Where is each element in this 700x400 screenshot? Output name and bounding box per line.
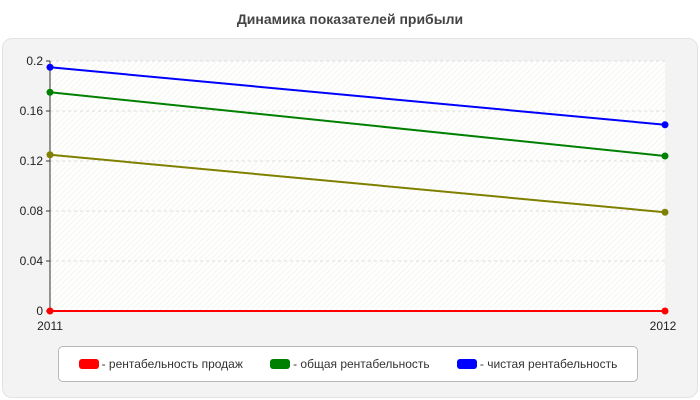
- data-point: [46, 151, 54, 159]
- y-tick-label: 0.08: [20, 204, 44, 218]
- data-point: [46, 88, 54, 96]
- y-tick-label: 0.16: [20, 104, 44, 118]
- legend-item-sales-profitability[interactable]: - рентабельность продаж: [78, 357, 243, 371]
- series-line: [49, 153, 666, 214]
- plot-area: [50, 61, 665, 311]
- grid-lines: [50, 60, 665, 262]
- x-tick-label: 2012: [650, 319, 677, 333]
- data-point: [661, 307, 669, 315]
- y-tick-label: 0: [36, 304, 43, 318]
- series-line: [49, 91, 666, 157]
- data-point: [46, 63, 54, 71]
- data-point: [661, 208, 669, 216]
- y-tick-label: 0.04: [20, 254, 44, 268]
- legend-swatch: [456, 359, 477, 369]
- legend-item-overall-profitability[interactable]: - общая рентабельность: [270, 357, 430, 371]
- legend-label: - общая рентабельность: [293, 357, 430, 371]
- legend: - рентабельность продаж - общая рентабел…: [58, 346, 638, 382]
- data-point: [661, 121, 669, 129]
- y-tick-label: 0.2: [26, 54, 43, 68]
- legend-label: - рентабельность продаж: [101, 357, 243, 371]
- data-point: [46, 307, 54, 315]
- legend-item-net-profitability[interactable]: - чистая рентабельность: [456, 357, 618, 371]
- y-tick-label: 0.12: [20, 154, 44, 168]
- data-point: [661, 152, 669, 160]
- chart-title: Динамика показателей прибыли: [236, 11, 464, 27]
- legend-swatch: [78, 359, 99, 369]
- legend-swatch: [270, 359, 291, 369]
- series-line: [49, 66, 666, 126]
- y-axis-ticks: 0 0.04 0.08 0.12 0.16 0.2: [20, 54, 50, 318]
- x-axis-ticks: 2011 2012: [37, 319, 677, 333]
- series-lines: [46, 63, 669, 315]
- x-tick-label: 2011: [37, 319, 63, 333]
- legend-label: - чистая рентабельность: [479, 357, 618, 371]
